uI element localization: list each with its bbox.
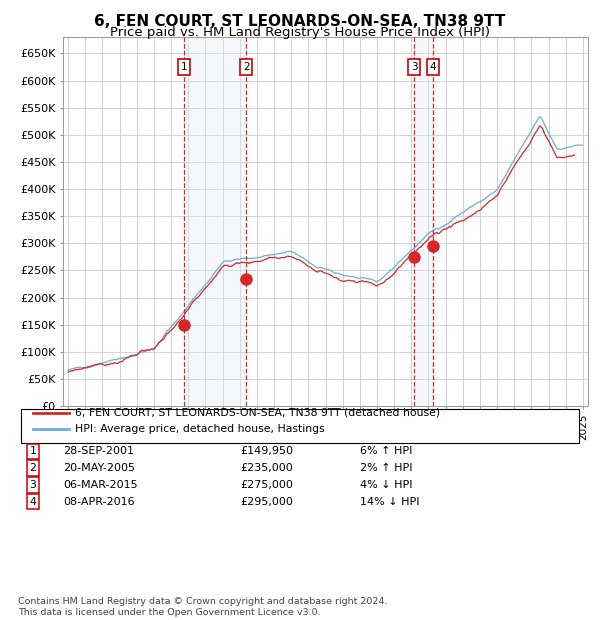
Text: 28-SEP-2001: 28-SEP-2001 — [63, 446, 134, 456]
Text: 1: 1 — [181, 62, 187, 72]
Text: HPI: Average price, detached house, Hastings: HPI: Average price, detached house, Hast… — [75, 424, 325, 435]
Text: 2: 2 — [243, 62, 250, 72]
Text: 6% ↑ HPI: 6% ↑ HPI — [360, 446, 412, 456]
Bar — [184, 37, 246, 406]
Text: £235,000: £235,000 — [240, 463, 293, 473]
Text: 2% ↑ HPI: 2% ↑ HPI — [360, 463, 413, 473]
Text: 20-MAY-2005: 20-MAY-2005 — [63, 463, 135, 473]
Text: 4: 4 — [29, 497, 37, 507]
Text: 6, FEN COURT, ST LEONARDS-ON-SEA, TN38 9TT: 6, FEN COURT, ST LEONARDS-ON-SEA, TN38 9… — [94, 14, 506, 29]
Text: 3: 3 — [29, 480, 37, 490]
Text: 4% ↓ HPI: 4% ↓ HPI — [360, 480, 413, 490]
Text: 4: 4 — [430, 62, 436, 72]
Text: £149,950: £149,950 — [240, 446, 293, 456]
Text: 2: 2 — [29, 463, 37, 473]
Bar — [414, 37, 433, 406]
Text: 6, FEN COURT, ST LEONARDS-ON-SEA, TN38 9TT (detached house): 6, FEN COURT, ST LEONARDS-ON-SEA, TN38 9… — [75, 407, 440, 418]
Text: 1: 1 — [29, 446, 37, 456]
Text: Price paid vs. HM Land Registry's House Price Index (HPI): Price paid vs. HM Land Registry's House … — [110, 26, 490, 39]
Text: 08-APR-2016: 08-APR-2016 — [63, 497, 134, 507]
Text: 3: 3 — [411, 62, 418, 72]
Text: Contains HM Land Registry data © Crown copyright and database right 2024.
This d: Contains HM Land Registry data © Crown c… — [18, 598, 388, 617]
Text: 14% ↓ HPI: 14% ↓ HPI — [360, 497, 419, 507]
Text: 06-MAR-2015: 06-MAR-2015 — [63, 480, 137, 490]
Text: £275,000: £275,000 — [240, 480, 293, 490]
Text: £295,000: £295,000 — [240, 497, 293, 507]
